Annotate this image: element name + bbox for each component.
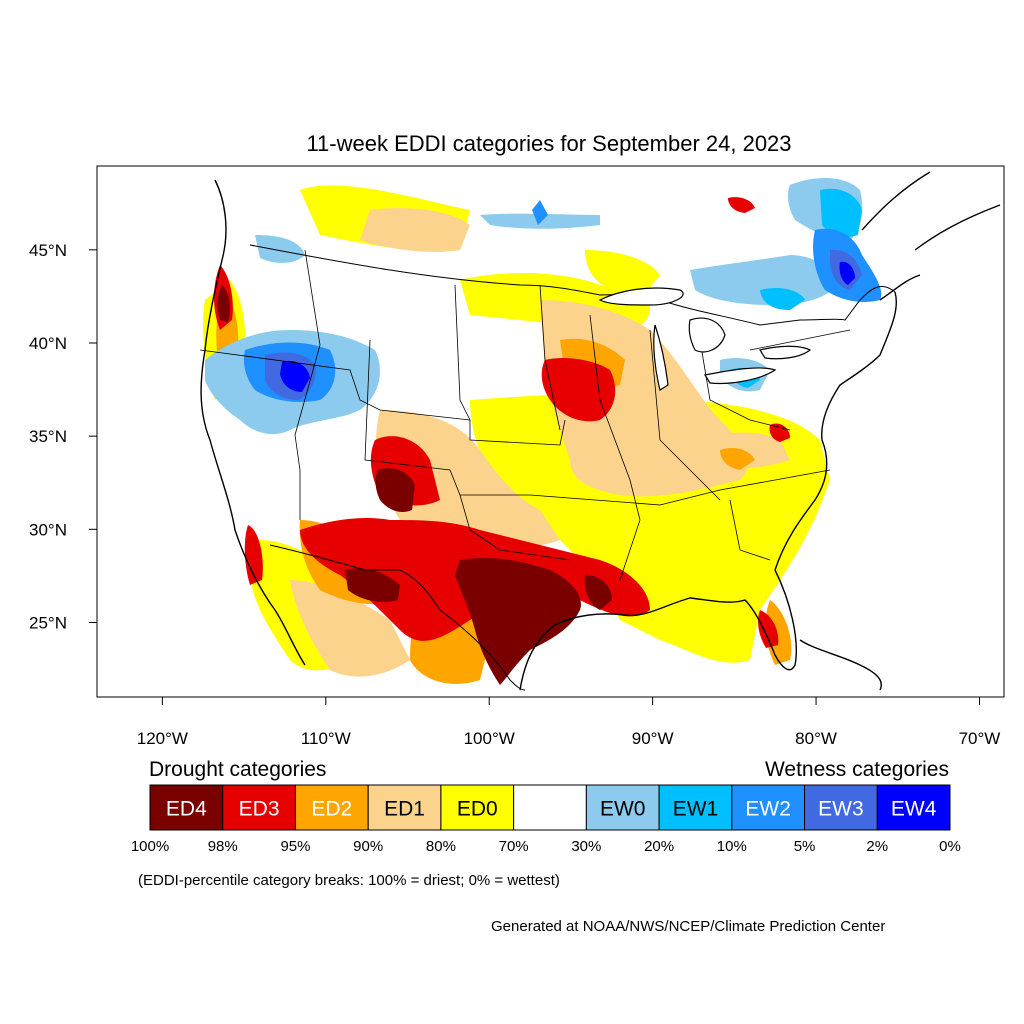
- lat-tick-label: 45°N: [29, 241, 67, 260]
- legend-category-label: EW0: [600, 798, 646, 821]
- legend-swatch: [658, 784, 733, 831]
- wetness-heading: Wetness categories: [765, 758, 949, 781]
- legend-break-label: 70%: [499, 838, 529, 855]
- atlantic-coastline: [774, 291, 897, 571]
- legend-swatch: [149, 784, 224, 831]
- latitude-axis: 45°N 40°N 35°N 30°N 25°N: [29, 241, 97, 632]
- legend-category-label: ED3: [239, 798, 280, 821]
- legend-swatch: [513, 784, 587, 831]
- legend-break-label: 20%: [644, 838, 674, 855]
- lon-tick-label: 90°W: [632, 729, 674, 748]
- legend-break-label: 30%: [571, 838, 601, 855]
- us-mexico-border: [269, 544, 526, 691]
- legend-category-label: EW2: [745, 798, 791, 821]
- legend-break-label: 100%: [131, 838, 169, 855]
- lat-tick-label: 35°N: [29, 427, 67, 446]
- lon-tick-label: 70°W: [959, 729, 1001, 748]
- legend-category-label: ED1: [384, 798, 425, 821]
- legend-break-label: 5%: [794, 838, 816, 855]
- lon-tick-label: 100°W: [464, 729, 515, 748]
- lon-tick-label: 110°W: [301, 729, 351, 748]
- legend-category-label: ED2: [311, 798, 352, 821]
- state-borders: [199, 249, 851, 581]
- great-lakes: [598, 287, 812, 391]
- legend-category-label: ED4: [166, 798, 207, 821]
- legend-category-label: EW4: [891, 798, 937, 821]
- ed4-region: [217, 285, 612, 685]
- legend-category-label: EW3: [818, 798, 864, 821]
- canada-coastline: [861, 171, 1001, 301]
- lat-tick-label: 40°N: [29, 334, 67, 353]
- map-title: 11-week EDDI categories for September 24…: [306, 131, 792, 156]
- legend-break-label: 10%: [717, 838, 747, 855]
- legend-swatch: [294, 784, 369, 831]
- legend-break-label: 98%: [208, 838, 238, 855]
- legend-color-boxes: ED4 ED3 ED2 ED1 ED0 EW0 EW1 EW2 EW3 EW4: [149, 784, 951, 831]
- legend-swatch: [876, 784, 951, 831]
- lon-tick-label: 120°W: [137, 729, 188, 748]
- legend-category-label: ED0: [457, 798, 498, 821]
- legend-swatch: [804, 784, 878, 831]
- map-field: [195, 170, 1001, 691]
- legend-break-label: 80%: [426, 838, 456, 855]
- map-frame: [96, 165, 1005, 698]
- category-note: (EDDI-percentile category breaks: 100% =…: [138, 872, 560, 889]
- longitude-axis: 120°W 110°W 100°W 90°W 80°W 70°W: [137, 697, 1001, 748]
- legend-break-label: 0%: [939, 838, 961, 855]
- legend-break-labels: 100% 98% 95% 90% 80% 70% 30% 20% 10% 5% 2% 0%: [131, 838, 961, 855]
- cuba-outline: [799, 639, 882, 691]
- lon-tick-label: 80°W: [795, 729, 837, 748]
- gulf-coastline: [519, 569, 797, 691]
- lat-tick-label: 25°N: [29, 613, 67, 632]
- drought-heading: Drought categories: [149, 758, 326, 781]
- legend-break-label: 90%: [353, 838, 383, 855]
- ew4-region: [280, 261, 855, 392]
- legend-swatch: [731, 784, 806, 831]
- legend-break-label: 2%: [866, 838, 888, 855]
- lat-tick-label: 30°N: [29, 520, 67, 539]
- legend-swatch: [367, 784, 442, 831]
- legend-category-label: EW1: [673, 798, 719, 821]
- legend-swatch: [585, 784, 660, 831]
- credit-line: Generated at NOAA/NWS/NCEP/Climate Predi…: [491, 918, 886, 935]
- legend-break-label: 95%: [280, 838, 310, 855]
- pacific-coastline: [200, 179, 306, 666]
